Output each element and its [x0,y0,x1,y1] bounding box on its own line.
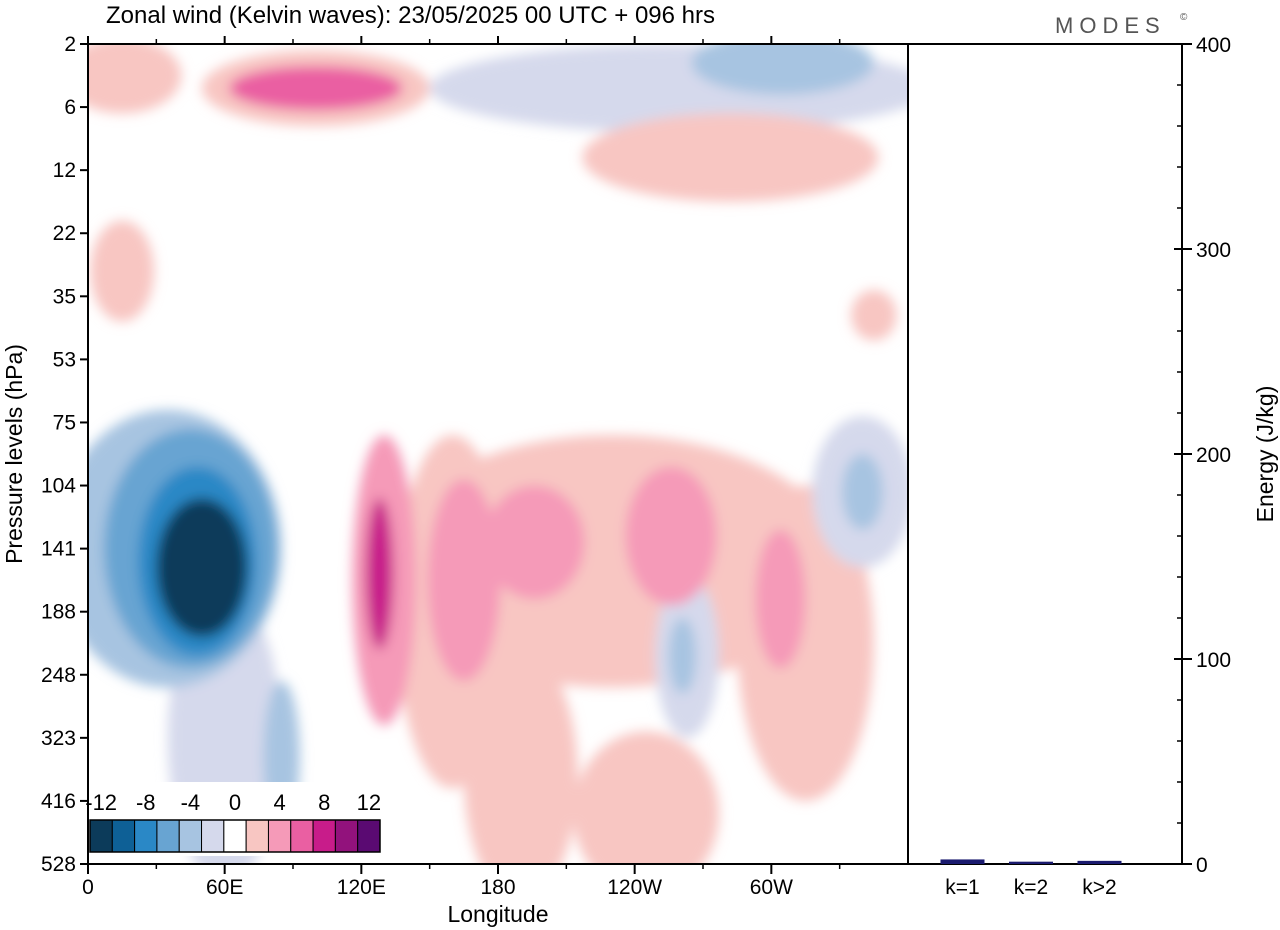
logo-text: MODES [1055,13,1166,38]
heatmap-contours [88,44,908,864]
colorbar-swatch [178,819,203,853]
colorbar-swatch [111,819,136,853]
energy-panel: 0 100 200 300 400 k=1 k=2 k>2 [907,34,1231,899]
contour-blob-21 [841,454,883,530]
y-tick-label: 188 [41,601,76,624]
energy-frame [907,43,1183,865]
y-tick-label: 528 [41,853,76,876]
energy-category-label: k=2 [1014,876,1048,899]
y-tick-label: 141 [41,538,76,561]
contour-blob-16 [463,649,578,864]
contour-blob-22 [88,44,182,114]
y-tick-label: 53 [53,348,76,371]
x-tick-label: 120W [607,876,662,899]
colorbar-swatch [334,819,359,853]
colorbar-swatch [156,819,180,853]
colorbar: -12 -8 -4 0 4 8 12 [85,782,384,856]
colorbar-swatch [245,819,269,853]
contour-blob-28 [90,220,155,322]
heatmap-panel: -12 -8 -4 0 4 8 12 0 60E 120E 180 120W 60W 2 6 12 22 35… [41,33,909,899]
energy-bar [1077,860,1122,864]
contour-blob-9 [427,479,501,682]
contour-blob-17 [573,731,719,864]
colorbar-swatch [290,819,314,853]
colorbar-label: 0 [229,790,241,815]
chart-title: Zonal wind (Kelvin waves): 23/05/2025 00… [106,2,715,29]
energy-bar [1009,861,1053,864]
y-tick-label: 22 [53,222,76,245]
contour-blob-10 [484,485,585,600]
x-tick-label: 0 [82,876,94,899]
energy-tick-label: 200 [1196,444,1231,467]
y-tick-label: 248 [41,664,76,687]
colorbar-label: -4 [181,790,201,815]
energy-axis-label: Energy (J/kg) [1252,386,1278,523]
colorbar-label: -8 [136,790,156,815]
x-tick-label: 60E [206,876,243,899]
y-tick-label: 323 [41,727,76,750]
colorbar-label: -12 [85,790,117,815]
contour-blob-11 [625,466,717,606]
colorbar-swatch [134,819,158,853]
contour-blob-27 [582,113,879,202]
contour-blob-29 [851,290,897,341]
energy-tick-label: 300 [1196,239,1231,262]
contour-blob-26 [691,44,874,95]
y-axis-ticks: 2 6 12 22 35 53 75 104 141 188 248 323 416 528 [41,33,88,876]
energy-tick-label: 100 [1196,649,1231,672]
x-tick-label: 60W [750,876,793,899]
contour-blob-24 [229,66,403,111]
energy-tick-label: 400 [1196,34,1231,57]
contour-blob-8 [365,498,394,650]
energy-category-labels: k=1 k=2 k>2 [945,876,1116,899]
x-tick-label: 120E [337,876,386,899]
contour-blob-12 [755,529,806,669]
x-axis-ticks: 0 60E 120E 180 120W 60W [82,36,841,899]
x-axis-label: Longitude [447,901,548,927]
colorbar-label: 8 [318,790,330,815]
colorbar-swatch [267,819,292,853]
y-tick-label: 12 [53,159,76,182]
energy-bar [940,859,985,864]
colorbar-frame [89,819,381,853]
colorbar-swatch [223,819,247,853]
y-axis-label: Pressure levels (hPa) [1,344,27,564]
energy-tick-label: 0 [1196,854,1208,877]
colorbar-swatch [312,819,336,853]
colorbar-swatch [357,819,381,853]
modes-logo: MODES © [1055,12,1188,38]
y-tick-label: 35 [53,285,76,308]
y-tick-label: 75 [53,411,76,434]
contour-blob-19 [668,618,697,694]
y-tick-label: 104 [41,475,76,498]
y-tick-label: 6 [64,96,76,119]
y-tick-label: 416 [41,790,76,813]
colorbar-label: 4 [273,790,285,815]
energy-bars [940,859,1122,864]
colorbar-swatch [89,819,113,853]
energy-category-label: k>2 [1082,876,1116,899]
colorbar-label: 12 [357,790,381,815]
energy-axis-ticks: 0 100 200 300 400 [1174,34,1231,877]
contour-blob-0 [156,498,248,637]
y-tick-label: 2 [64,33,76,56]
colorbar-swatch [201,819,225,853]
energy-category-label: k=1 [945,876,979,899]
x-tick-label: 180 [480,876,515,899]
logo-mark: © [1180,12,1188,23]
